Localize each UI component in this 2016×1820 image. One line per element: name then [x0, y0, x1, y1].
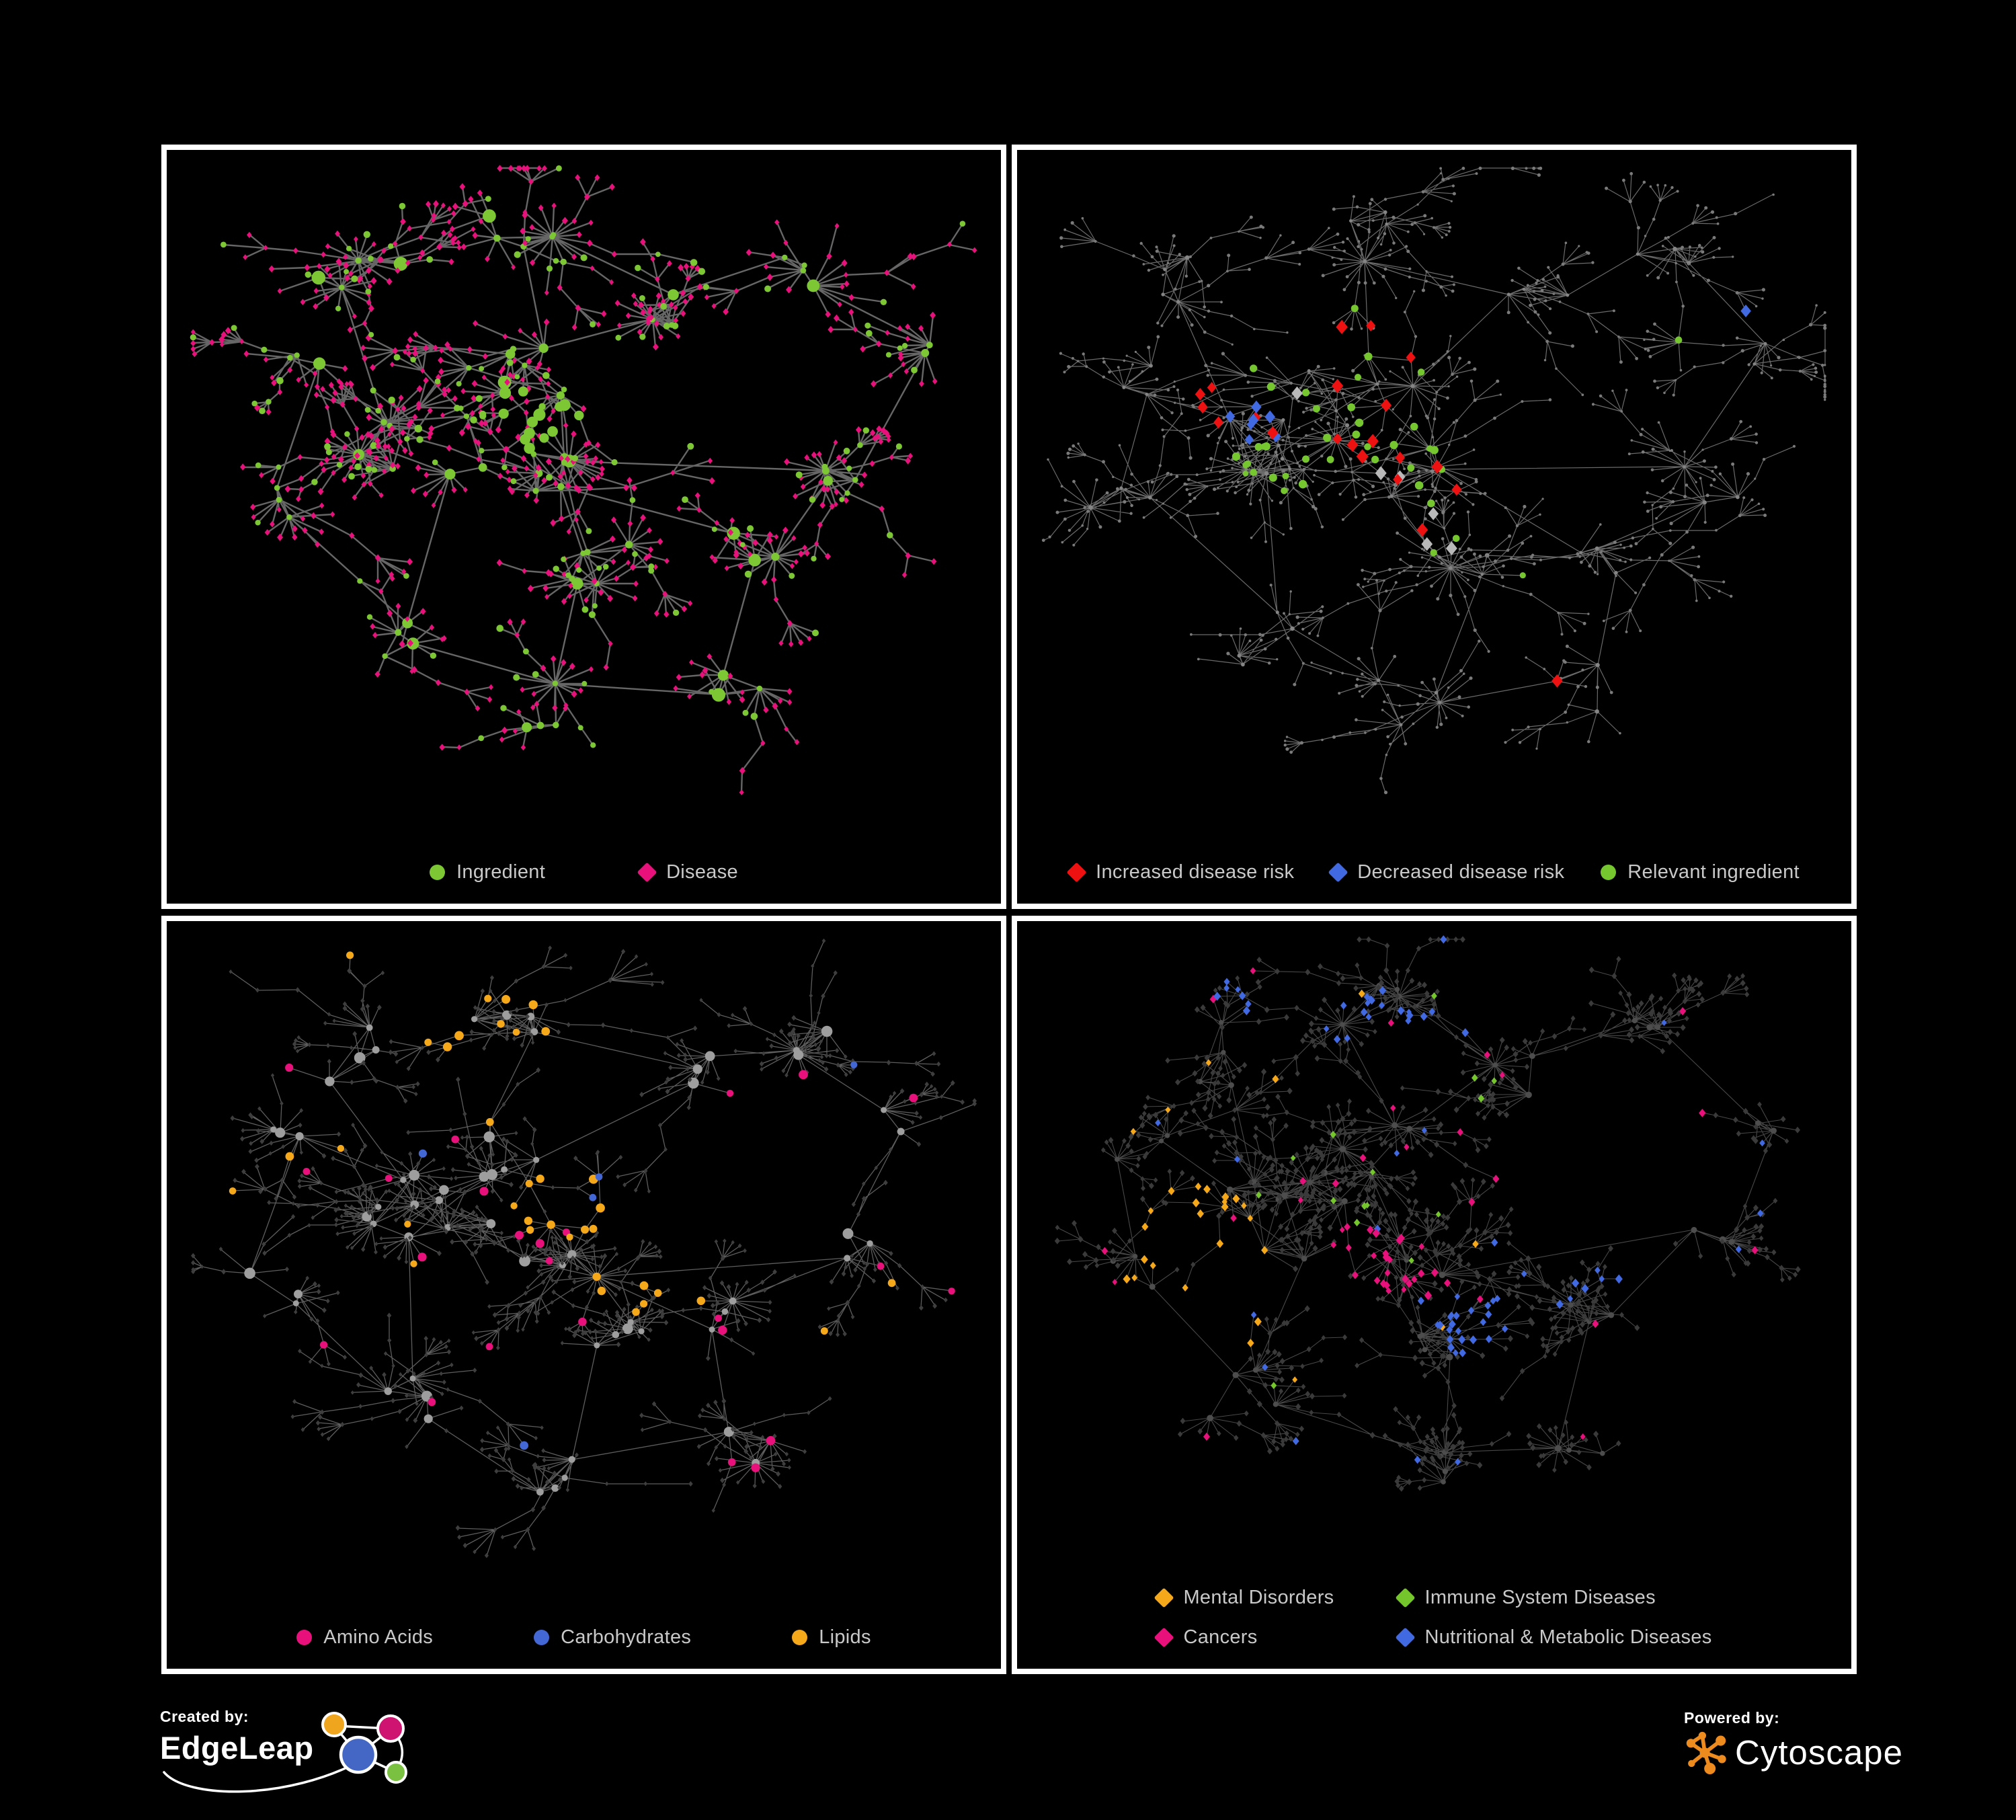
legend-item-ingredient: Ingredient — [430, 861, 545, 883]
legend-label: Amino Acids — [323, 1626, 434, 1648]
legend-label: Nutritional & Metabolic Diseases — [1424, 1626, 1712, 1648]
legend-label: Carbohydrates — [561, 1626, 692, 1648]
legend-label: Decreased disease risk — [1357, 861, 1565, 883]
legend-label: Immune System Diseases — [1424, 1587, 1656, 1608]
legend-item-disease: Disease — [637, 861, 738, 883]
legend-item-lipids: Lipids — [792, 1626, 871, 1649]
legend-disease-classes: Mental Disorders Immune System Diseases Ca… — [1024, 1587, 1845, 1649]
diamond-marker-icon — [1328, 862, 1348, 883]
circle-marker-icon — [534, 1630, 550, 1645]
diamond-marker-icon — [1066, 862, 1087, 883]
legend-item-mental-disorders: Mental Disorders — [1154, 1587, 1334, 1609]
diamond-marker-icon — [1396, 1587, 1416, 1608]
legend-item-increased-disease-risk: Increased disease risk — [1066, 861, 1295, 883]
legend-label: Cancers — [1183, 1626, 1258, 1648]
legend-nutrient-classes: Amino Acids Carbohydrates Lipids — [173, 1626, 994, 1649]
footer-powered-by: Powered by: — [1684, 1709, 1966, 1790]
panel-nutrient-classes: Amino Acids Carbohydrates Lipids — [161, 916, 1006, 1674]
legend-label: Increased disease risk — [1096, 861, 1295, 883]
diamond-marker-icon — [1396, 1627, 1416, 1648]
legend-item-nutritional-metabolic-diseases: Nutritional & Metabolic Diseases — [1396, 1626, 1712, 1649]
legend-label: Lipids — [819, 1626, 871, 1648]
footer-created-by: Created by: EdgeLeap — [160, 1708, 476, 1809]
circle-marker-icon — [1601, 865, 1617, 880]
network-ingredient-disease — [190, 165, 977, 795]
legend-label: Ingredient — [456, 861, 546, 883]
edgeleap-wordmark: EdgeLeap — [160, 1730, 314, 1766]
cytoscape-wordmark: Cytoscape — [1735, 1733, 1903, 1772]
cytoscape-logo-icon — [1686, 1731, 1726, 1774]
circle-marker-icon — [296, 1630, 313, 1645]
panel-ingredient-disease: Ingredient Disease — [161, 145, 1006, 909]
created-by-label: Created by: — [160, 1708, 249, 1725]
legend-label: Mental Disorders — [1183, 1587, 1334, 1608]
legend-disease-risk: Increased disease risk Decreased disease … — [1024, 861, 1845, 883]
diamond-marker-icon — [1154, 1587, 1174, 1608]
legend-item-amino-acids: Amino Acids — [296, 1626, 433, 1649]
circle-marker-icon — [792, 1630, 808, 1645]
legend-item-immune-system-diseases: Immune System Diseases — [1396, 1587, 1711, 1609]
panel-disease-classes: Mental Disorders Immune System Diseases Ca… — [1012, 916, 1857, 1674]
edgeleap-logo-icon — [163, 1712, 407, 1793]
legend-item-cancers: Cancers — [1154, 1626, 1334, 1649]
legend-item-carbohydrates: Carbohydrates — [534, 1626, 691, 1649]
panel-disease-risk: Increased disease risk Decreased disease … — [1012, 145, 1857, 909]
legend-label: Disease — [666, 861, 738, 883]
network-nutrient-classes — [191, 938, 977, 1558]
legend-label: Relevant ingredient — [1627, 861, 1800, 883]
diamond-marker-icon — [637, 862, 657, 883]
legend-item-decreased-disease-risk: Decreased disease risk — [1328, 861, 1565, 883]
diamond-marker-icon — [1154, 1627, 1174, 1648]
network-disease-risk — [1041, 166, 1827, 795]
network-disease-classes — [1054, 935, 1801, 1492]
powered-by-label: Powered by: — [1684, 1709, 1780, 1727]
circle-marker-icon — [430, 865, 446, 880]
legend-item-relevant-ingredient: Relevant ingredient — [1601, 861, 1800, 883]
legend-ingredient-disease: Ingredient Disease — [173, 861, 994, 883]
